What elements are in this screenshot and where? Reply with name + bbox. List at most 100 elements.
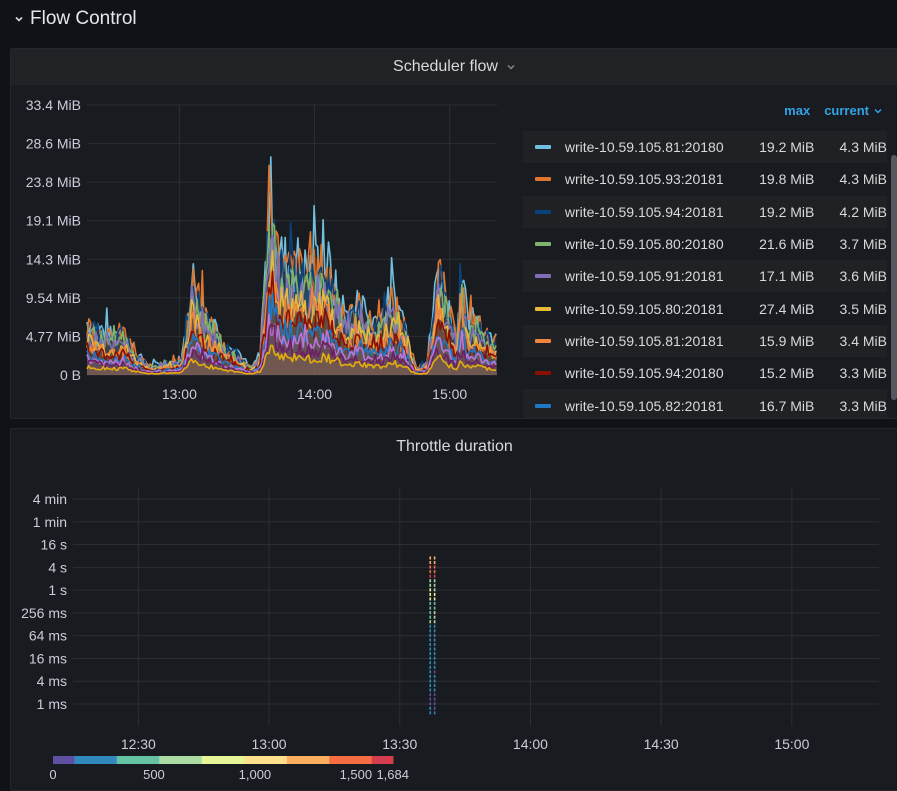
chevron-down-icon [15,16,23,22]
color-scale-segment [70,756,75,764]
color-scale-segment [286,756,292,764]
color-scale-segment [116,756,122,764]
series-color-swatch [535,371,551,376]
heatmap-cell [429,611,432,615]
y-tick-label: 0 B [60,367,81,383]
color-scale-segment [312,756,317,764]
heatmap-cell [433,638,436,642]
legend-item[interactable]: write-10.59.105.94:20181 19.2 MiB 4.2 MiB [523,195,887,228]
heatmap-cell [429,629,432,633]
color-scale-segment [57,756,62,764]
heatmap-cell [433,565,436,569]
x-tick-label: 15:00 [432,386,467,402]
color-scale-segment [65,756,71,764]
color-scale-segment [99,756,105,764]
color-scale-segment [320,756,326,764]
color-scale-segment [223,756,228,764]
series-name: write-10.59.105.82:20181 [564,397,724,414]
series-current: 4.2 MiB [839,203,887,220]
heatmap-cell [433,561,436,565]
series-max: 19.2 MiB [759,203,815,220]
series-current: 3.3 MiB [839,397,887,414]
heatmap-cell [429,661,432,665]
panel-title: Scheduler flow [393,58,498,75]
heatmap-cell [429,688,432,692]
heatmap-cell [429,620,432,624]
heatmap-cell [433,674,436,678]
legend-item[interactable]: write-10.59.105.91:20181 17.1 MiB 3.6 MiB [523,260,887,293]
y-tick-label: 256 ms [21,605,67,621]
heatmap-cell [433,711,436,715]
series-current: 4.3 MiB [839,171,887,188]
legend-item[interactable]: write-10.59.105.81:20181 15.9 MiB 3.4 MiB [523,324,887,358]
color-scale-segment [257,756,262,764]
series-max: 16.7 MiB [759,397,815,414]
legend-item[interactable]: write-10.59.105.94:20180 15.2 MiB 3.3 MiB [523,357,887,389]
color-scale-segment [206,756,211,764]
heatmap-cell [433,661,436,665]
heatmap-cell [433,597,436,601]
series-color-swatch [535,274,551,279]
series-max: 17.1 MiB [759,268,815,285]
legend-item[interactable]: write-10.59.105.93:20181 19.8 MiB 4.3 MiB [523,163,887,195]
heatmap-cell [429,597,432,601]
x-tick-label: 13:00 [252,736,287,752]
heatmap-cell [433,606,436,610]
legend-item[interactable]: write-10.59.105.82:20181 16.7 MiB 3.3 MiB [523,389,887,418]
series-area [87,271,497,375]
throttle-duration-heatmap[interactable]: 1 ms 4 ms 16 ms 64 ms 256 ms 1 s 4 s 16 s 1 min 4… [11,429,897,790]
color-scale-segment [210,756,215,764]
scheduler-flow-chart[interactable]: 0 B 4.77 MiB 9.54 MiB 14.3 MiB 19.1 MiB 23.8 … [11,85,511,415]
heatmap-cell [433,588,436,592]
x-tick-label: 14:00 [297,386,332,402]
color-scale-segment [193,756,198,764]
heatmap-cell [429,643,432,647]
heatmap-cell [433,688,436,692]
series-line [86,323,497,375]
series-name: write-10.59.105.94:20180 [564,365,724,382]
color-scale-segment [184,756,190,764]
panel-header[interactable]: Scheduler flow [11,49,897,85]
series-group [86,156,497,375]
heatmap-cell [433,702,436,706]
color-scale-segment [129,756,135,764]
x-tick-label: 15:00 [774,736,809,752]
color-scale-segment [159,756,164,764]
color-scale-tick: 1,000 [239,767,272,782]
legend-rows: write-10.59.105.81:20180 19.2 MiB 4.3 MiB w… [523,131,887,418]
legend-item[interactable]: write-10.59.105.81:20180 19.2 MiB 4.3 MiB [523,131,887,164]
color-scale-segment [316,756,322,764]
series-max: 19.2 MiB [759,139,815,156]
legend-item[interactable]: write-10.59.105.80:20180 21.6 MiB 3.7 MiB [523,228,887,260]
x-tick-label: 14:30 [644,736,679,752]
series-name: write-10.59.105.80:20180 [564,236,724,253]
panel-menu-chevron-icon[interactable] [506,62,516,72]
legend-sort-max[interactable]: max [784,103,811,118]
throttle-duration-panel: Throttle duration 1 ms 4 ms 16 ms 64 ms 256 … [10,428,897,791]
color-scale-segment [346,756,351,764]
heatmap-cell [433,620,436,624]
heatmap-cell [429,693,432,697]
color-scale-segment [78,756,84,764]
legend-current-label: current [824,103,869,118]
x-tick-label: 13:00 [162,386,197,402]
legend-header: max current [784,103,883,118]
color-scale-segment [350,756,356,764]
color-scale-segment [95,756,101,764]
heatmap-cell [433,652,436,656]
series-color-swatch [535,209,551,214]
heatmap-cell [433,647,436,651]
series-max: 15.2 MiB [759,365,815,382]
color-scale-max-label: 1,684 [376,767,409,782]
panel-header[interactable]: Throttle duration [11,429,897,465]
color-scale-segment [142,756,147,764]
row-header-flow-control[interactable]: Flow Control [14,6,137,32]
legend-scrollbar[interactable] [891,155,897,400]
color-scale-segment [291,756,296,764]
legend-sort-current[interactable]: current [824,103,883,118]
legend-item[interactable]: write-10.59.105.80:20181 27.4 MiB 3.5 MiB [523,292,887,324]
heatmap-cell [429,656,432,660]
color-scale-segment [299,756,305,764]
heatmap-cell [429,602,432,606]
series-current: 3.7 MiB [839,236,887,253]
